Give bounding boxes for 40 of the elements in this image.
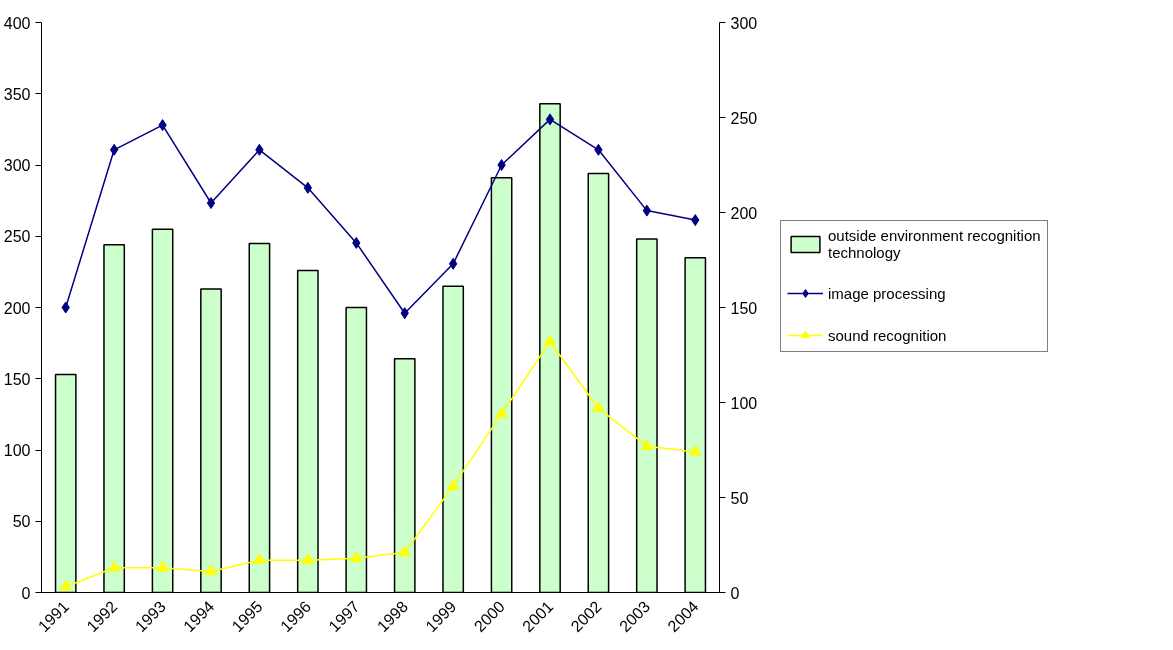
point — [59, 579, 72, 591]
point — [447, 479, 460, 490]
point — [640, 439, 653, 450]
point — [398, 545, 411, 557]
y2-tick-label: 150 — [730, 299, 758, 317]
y-tick-label: 400 — [3, 14, 31, 32]
y2-tick-label: 0 — [730, 584, 740, 602]
y-tick-label: 0 — [21, 584, 31, 602]
point — [156, 560, 169, 572]
point — [642, 204, 652, 217]
legend-label: sound recognition — [828, 326, 947, 344]
y-tick-label: 150 — [3, 370, 31, 388]
point — [109, 143, 119, 156]
y-tick-label: 50 — [12, 513, 31, 531]
y2-tick-label: 50 — [730, 489, 749, 507]
y2-tick-label: 250 — [730, 109, 758, 127]
point — [253, 553, 266, 564]
y-tick-label: 200 — [3, 299, 31, 317]
point — [497, 159, 506, 171]
point — [592, 401, 605, 412]
y-tick-label: 250 — [3, 228, 31, 246]
y2-tick-label: 300 — [730, 14, 758, 32]
point — [544, 334, 556, 346]
point — [545, 113, 555, 126]
point — [448, 257, 458, 270]
point — [350, 551, 363, 562]
y-tick-label: 100 — [3, 442, 31, 459]
y-tick-label: 300 — [3, 157, 31, 174]
legend-label: image processing — [828, 284, 946, 302]
legend-label: outside environment recognition technology — [828, 227, 1041, 261]
point — [108, 560, 121, 572]
y2-tick-label: 200 — [730, 204, 758, 222]
y-tick-label: 350 — [3, 85, 31, 103]
point — [205, 564, 217, 576]
point — [495, 407, 508, 418]
point — [301, 553, 314, 564]
point — [303, 181, 313, 194]
point — [689, 445, 702, 456]
point — [206, 197, 216, 209]
y2-tick-label: 100 — [730, 394, 758, 412]
